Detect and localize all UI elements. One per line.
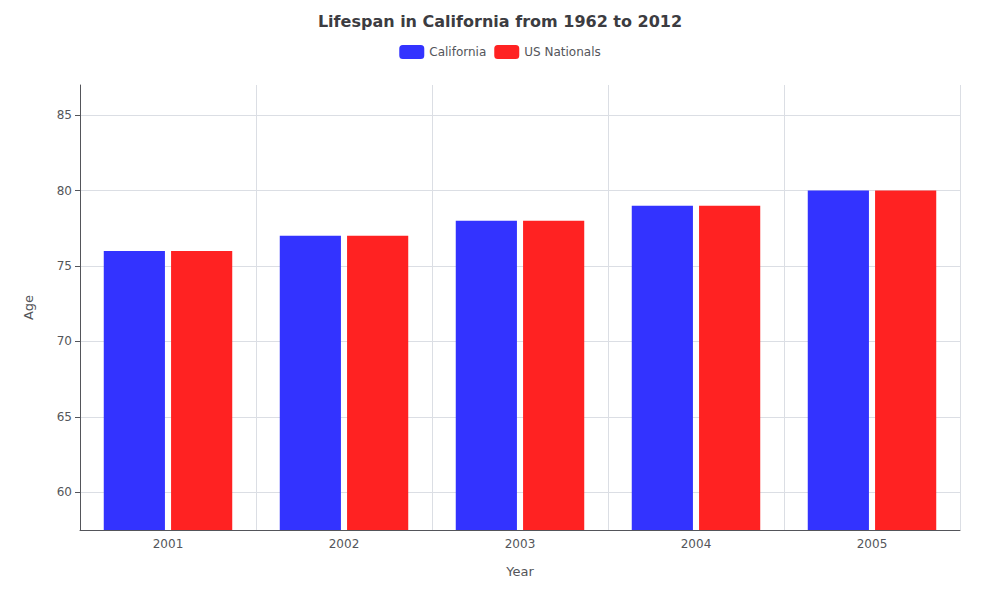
svg-text:2003: 2003 <box>505 537 536 551</box>
svg-text:2004: 2004 <box>681 537 712 551</box>
svg-text:65: 65 <box>57 410 72 424</box>
svg-text:80: 80 <box>57 184 72 198</box>
svg-text:Year: Year <box>505 564 534 579</box>
svg-text:US Nationals: US Nationals <box>524 45 600 59</box>
svg-text:California: California <box>429 45 486 59</box>
svg-text:70: 70 <box>57 334 72 348</box>
svg-text:2001: 2001 <box>153 537 184 551</box>
svg-text:Age: Age <box>21 295 36 320</box>
svg-text:85: 85 <box>57 108 72 122</box>
svg-text:Lifespan in California from 19: Lifespan in California from 1962 to 2012 <box>318 12 682 31</box>
svg-text:2005: 2005 <box>857 537 888 551</box>
svg-text:75: 75 <box>57 259 72 273</box>
svg-text:60: 60 <box>57 485 72 499</box>
svg-text:2002: 2002 <box>329 537 360 551</box>
